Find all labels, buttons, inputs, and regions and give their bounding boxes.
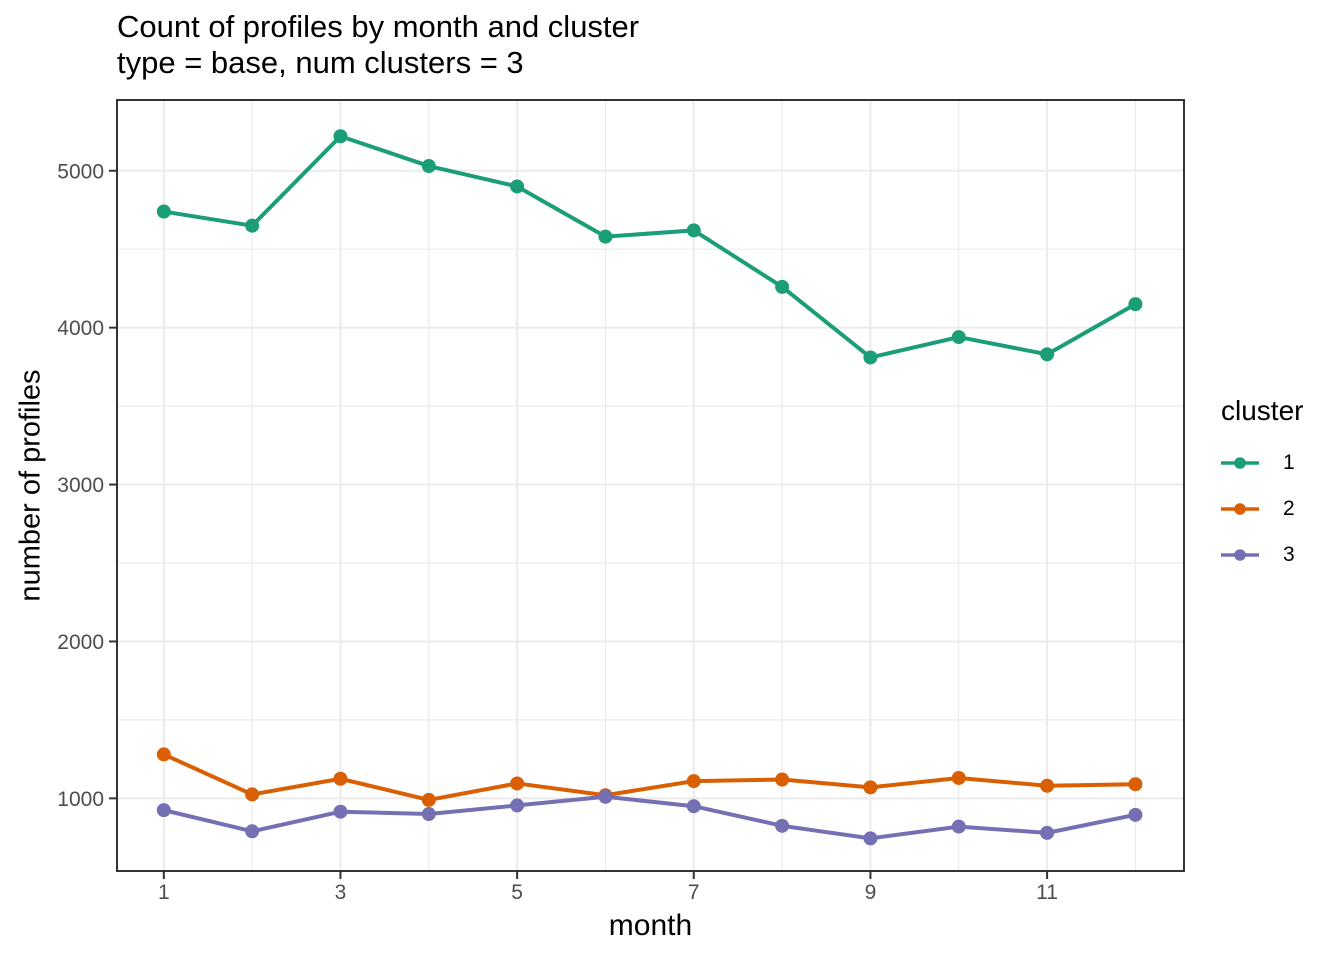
y-tick-label: 5000 xyxy=(57,160,104,183)
data-point-cluster-3 xyxy=(775,818,790,833)
legend-key-dot xyxy=(1234,549,1246,561)
y-tick-label: 3000 xyxy=(57,474,104,497)
legend-key-icon xyxy=(1221,549,1259,561)
data-point-cluster-2 xyxy=(1128,777,1143,792)
legend-rows: 1 2 3 xyxy=(1221,440,1303,578)
data-point-cluster-1 xyxy=(951,330,966,345)
x-tick-label: 11 xyxy=(1036,881,1058,904)
data-point-cluster-3 xyxy=(863,831,878,846)
data-point-cluster-3 xyxy=(686,799,701,814)
data-point-cluster-2 xyxy=(156,747,171,762)
data-point-cluster-1 xyxy=(775,279,790,294)
legend-item-cluster-3: 3 xyxy=(1221,532,1303,578)
data-point-cluster-1 xyxy=(686,223,701,238)
data-point-cluster-3 xyxy=(421,807,436,822)
legend-item-cluster-2: 2 xyxy=(1221,486,1303,532)
legend-item-label: 2 xyxy=(1283,497,1295,520)
data-point-cluster-2 xyxy=(510,776,525,791)
data-point-cluster-2 xyxy=(951,770,966,785)
x-tick-label: 7 xyxy=(688,881,700,904)
data-point-cluster-3 xyxy=(1040,825,1055,840)
data-point-cluster-2 xyxy=(245,787,260,802)
data-point-cluster-1 xyxy=(245,218,260,233)
data-point-cluster-1 xyxy=(863,350,878,365)
legend-title: cluster xyxy=(1221,395,1304,426)
legend-item-label: 3 xyxy=(1283,543,1295,566)
y-tick-label: 2000 xyxy=(57,631,104,654)
y-tick-label: 4000 xyxy=(57,317,104,340)
data-point-cluster-2 xyxy=(333,771,348,786)
data-point-cluster-1 xyxy=(156,204,171,219)
series-line-2 xyxy=(161,752,1138,802)
data-point-cluster-3 xyxy=(951,819,966,834)
data-point-cluster-1 xyxy=(1040,347,1055,362)
data-point-cluster-1 xyxy=(421,159,436,174)
data-point-cluster-3 xyxy=(156,803,171,818)
data-point-cluster-3 xyxy=(333,804,348,819)
x-tick-label: 9 xyxy=(865,881,877,904)
chart-title: Count of profiles by month and cluster xyxy=(117,9,640,44)
x-tick-label: 5 xyxy=(511,881,523,904)
y-tick-label: 1000 xyxy=(57,788,104,811)
data-point-cluster-1 xyxy=(598,229,613,244)
legend-item-cluster-1: 1 xyxy=(1221,440,1303,486)
data-point-cluster-2 xyxy=(1040,778,1055,793)
data-point-cluster-3 xyxy=(598,789,613,804)
series-line-1 xyxy=(161,134,1138,360)
data-point-cluster-3 xyxy=(1128,807,1143,822)
legend-key-icon xyxy=(1221,503,1259,515)
x-axis-title: month xyxy=(608,909,693,942)
chart-subtitle: type = base, num clusters = 3 xyxy=(117,45,524,80)
x-tick-label: 3 xyxy=(335,881,347,904)
data-point-cluster-2 xyxy=(421,792,436,807)
data-point-cluster-2 xyxy=(775,772,790,787)
data-point-cluster-2 xyxy=(863,780,878,795)
data-point-cluster-2 xyxy=(686,774,701,789)
legend-key-dot xyxy=(1234,503,1246,515)
legend-item-label: 1 xyxy=(1283,451,1295,474)
data-point-cluster-3 xyxy=(510,798,525,813)
data-point-cluster-1 xyxy=(1128,297,1143,312)
data-point-cluster-3 xyxy=(245,824,260,839)
data-point-cluster-1 xyxy=(333,129,348,144)
legend-key-icon xyxy=(1221,457,1259,469)
x-tick-label: 1 xyxy=(158,881,170,904)
title-block: Count of profiles by month and cluster t… xyxy=(117,9,639,81)
legend-key-dot xyxy=(1234,457,1246,469)
data-point-cluster-1 xyxy=(510,179,525,194)
series-line-3 xyxy=(161,794,1138,841)
legend: cluster 1 2 3 xyxy=(1221,396,1303,578)
